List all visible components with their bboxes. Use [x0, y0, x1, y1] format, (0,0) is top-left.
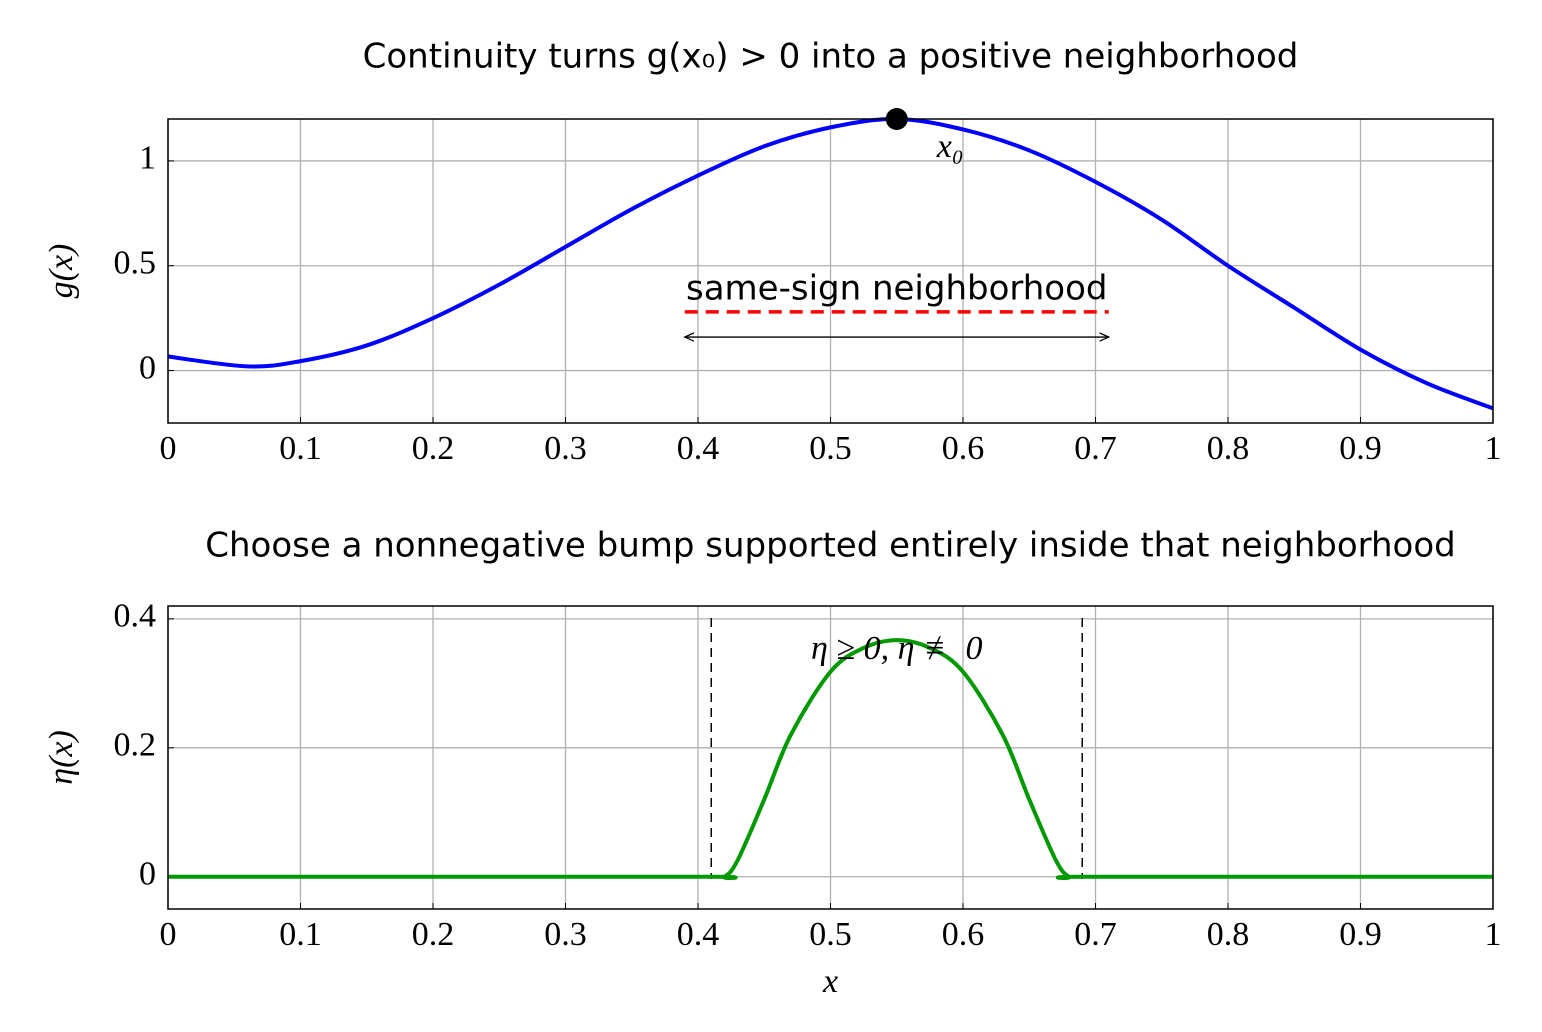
- x-tick-label: 0.3: [544, 916, 587, 953]
- x0-label: x₀: [936, 128, 964, 165]
- x-tick-label: 1: [1485, 916, 1502, 953]
- y-tick-label: 0.2: [114, 727, 157, 764]
- x-tick-label: 0.5: [809, 916, 852, 953]
- x-tick-label: 0: [160, 916, 177, 953]
- y-axis-label: g(x): [43, 244, 80, 299]
- x-tick-label: 0.9: [1339, 916, 1382, 953]
- x-tick-label: 0.4: [677, 916, 720, 953]
- x-tick-label: 0.1: [279, 916, 322, 953]
- x-tick-label: 0.3: [544, 430, 587, 467]
- y-tick-label: 1: [139, 140, 156, 177]
- x-tick-label: 0.6: [942, 916, 985, 953]
- x-tick-label: 0.1: [279, 430, 322, 467]
- x-tick-label: 0.2: [412, 916, 455, 953]
- y-tick-label: 0: [139, 856, 156, 893]
- data-line: [167, 638, 1493, 880]
- x-tick-label: 0.8: [1207, 916, 1250, 953]
- x-tick-label: 0.6: [942, 430, 985, 467]
- x-tick-label: 0.2: [412, 430, 455, 467]
- chart-title: Choose a nonnegative bump supported enti…: [205, 526, 1456, 566]
- y-tick-label: 0: [139, 349, 156, 386]
- x-tick-label: 0.5: [809, 430, 852, 467]
- x-tick-label: 0: [160, 430, 177, 467]
- x-tick-label: 1: [1485, 430, 1502, 467]
- x-tick-label: 0.7: [1074, 430, 1117, 467]
- plot-frame: [167, 605, 1494, 910]
- x-tick-label: 0.8: [1207, 430, 1250, 467]
- x-tick-label: 0.7: [1074, 916, 1117, 953]
- neighborhood-label: same-sign neighborhood: [686, 268, 1108, 308]
- bump-annotation: η ≥ 0, η ≢ 0: [811, 630, 982, 667]
- y-tick-label: 0.5: [114, 245, 157, 282]
- x-tick-label: 0.9: [1339, 430, 1382, 467]
- x-axis-label: x: [822, 963, 838, 1000]
- plot-frame: [167, 118, 1494, 424]
- y-tick-label: 0.4: [114, 598, 157, 635]
- y-axis-label: η(x): [43, 730, 80, 785]
- data-line: [167, 116, 1494, 411]
- chart-title: Continuity turns g(x₀) > 0 into a positi…: [363, 37, 1299, 77]
- x-tick-label: 0.4: [677, 430, 720, 467]
